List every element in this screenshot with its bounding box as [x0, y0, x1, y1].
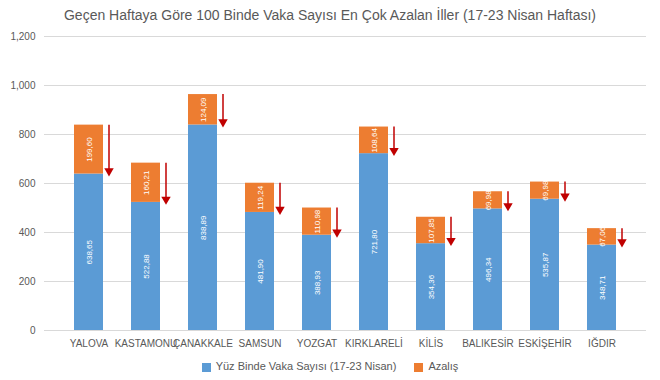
svg-text:ÇANAKKALE: ÇANAKKALE	[173, 338, 233, 349]
svg-text:67,06: 67,06	[598, 226, 607, 247]
html-text:Yüz Binde Vaka Sayısı (17-23 N: Yüz Binde Vaka Sayısı (17-23 Nisan)	[215, 360, 397, 372]
svg-text:160,21: 160,21	[142, 170, 151, 195]
svg-text:400: 400	[19, 227, 36, 238]
svg-text:0: 0	[30, 325, 36, 336]
svg-text:496,34: 496,34	[484, 257, 493, 282]
svg-text:200: 200	[19, 276, 36, 287]
svg-text:522,88: 522,88	[142, 254, 151, 279]
html-text:Azalış: Azalış	[428, 360, 459, 372]
svg-text:1,200: 1,200	[10, 31, 35, 42]
svg-text:348,71: 348,71	[598, 275, 607, 300]
svg-text:BALIKESİR: BALIKESİR	[462, 337, 514, 349]
svg-text:199,60: 199,60	[85, 137, 94, 162]
svg-text:800: 800	[19, 129, 36, 140]
svg-text:354,36: 354,36	[427, 274, 436, 299]
svg-text:481,90: 481,90	[256, 259, 265, 284]
svg-text:535,87: 535,87	[541, 252, 550, 277]
svg-text:69,98: 69,98	[484, 190, 493, 211]
html-text:Geçen Haftaya Göre 100 Binde V: Geçen Haftaya Göre 100 Binde Vaka Sayısı…	[64, 7, 596, 23]
svg-text:721,80: 721,80	[370, 229, 379, 254]
svg-text:ESKİŞEHİR: ESKİŞEHİR	[518, 337, 571, 349]
svg-text:SAMSUN: SAMSUN	[239, 338, 282, 349]
svg-text:600: 600	[19, 178, 36, 189]
svg-text:YOZGAT: YOZGAT	[297, 338, 337, 349]
svg-text:KİLİS: KİLİS	[419, 337, 444, 349]
svg-text:1,000: 1,000	[10, 80, 35, 91]
svg-text:119,24: 119,24	[256, 185, 265, 209]
svg-text:108,64: 108,64	[370, 128, 379, 153]
svg-text:107,85: 107,85	[427, 218, 436, 243]
svg-text:838,89: 838,89	[199, 215, 208, 240]
svg-text:638,65: 638,65	[85, 239, 94, 264]
svg-text:69,98: 69,98	[541, 180, 550, 201]
svg-text:110,98: 110,98	[313, 209, 322, 233]
svg-text:YALOVA: YALOVA	[70, 338, 109, 349]
svg-text:KIRKLARELİ: KIRKLARELİ	[345, 337, 403, 349]
svg-text:388,93: 388,93	[313, 270, 322, 295]
svg-text:IĞDIR: IĞDIR	[588, 337, 616, 349]
svg-text:KASTAMONU: KASTAMONU	[115, 338, 178, 349]
svg-text:124,09: 124,09	[199, 97, 208, 122]
